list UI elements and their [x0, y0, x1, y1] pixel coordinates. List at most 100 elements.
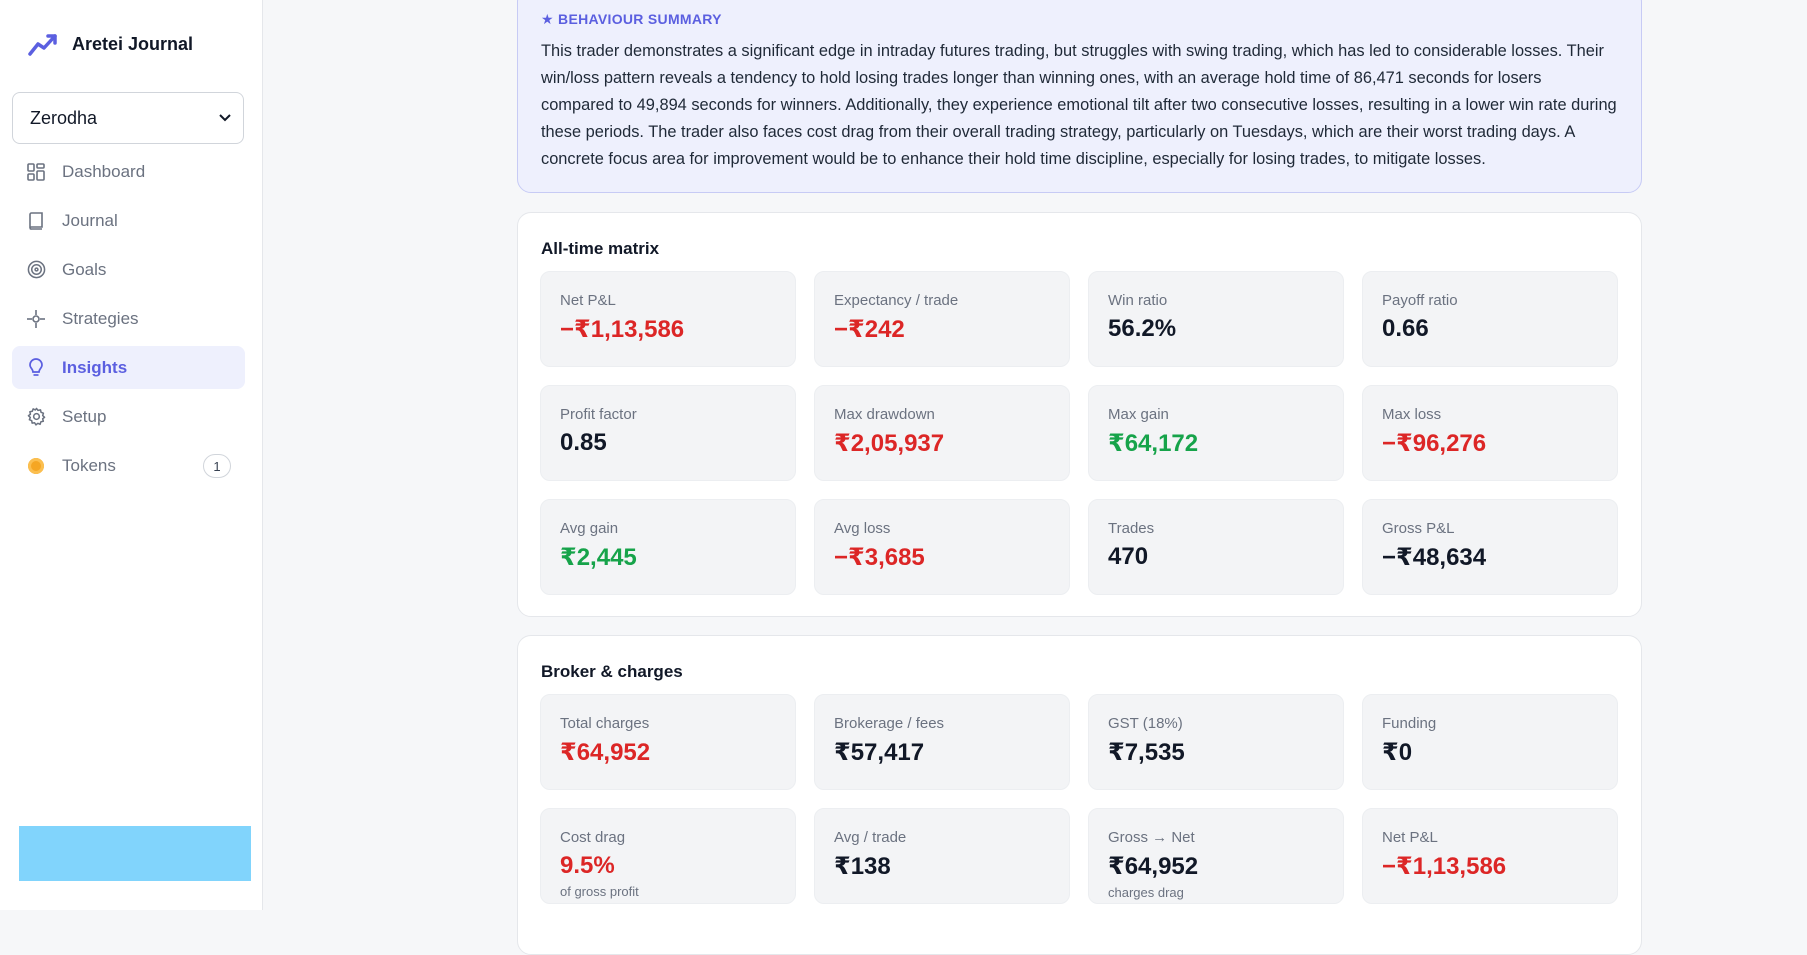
sidebar-item-label: Insights	[62, 357, 128, 377]
gear-icon	[26, 407, 46, 427]
metric-value: 0.66	[1382, 315, 1429, 342]
broker-charges-grid: Total charges ₹64,952 Brokerage / fees ₹57,…	[540, 694, 1620, 904]
metric-tile: Avg / trade ₹138	[814, 808, 1070, 904]
metric-tile: Funding ₹0	[1362, 694, 1618, 790]
metric-tile: Max gain ₹64,172	[1088, 385, 1344, 481]
metric-value: 56.2%	[1108, 315, 1177, 342]
metric-tile: Expectancy / trade −₹242	[814, 271, 1070, 367]
all-time-matrix-title: All-time matrix	[541, 239, 660, 258]
metric-value: −₹242	[834, 316, 905, 343]
metric-value: ₹64,172	[1108, 430, 1199, 457]
metric-tile: Avg loss −₹3,685	[814, 499, 1070, 595]
sidebar-item-label: Dashboard	[62, 161, 146, 181]
metric-subtext: of gross profit	[560, 884, 639, 899]
metric-value: 9.5%	[560, 852, 615, 879]
sidebar-item-journal[interactable]: Journal	[12, 199, 245, 242]
sidebar-item-label: Tokens	[62, 455, 116, 475]
broker-charges-card: Broker & charges Total charges ₹64,952 Bro…	[517, 635, 1642, 955]
metric-value: −₹96,276	[1382, 430, 1487, 457]
metric-value: ₹64,952	[1108, 853, 1199, 880]
metric-label: Avg gain	[560, 520, 619, 537]
metric-tile: Trades 470	[1088, 499, 1344, 595]
metric-tile: Win ratio 56.2%	[1088, 271, 1344, 367]
behaviour-summary-text: This trader demonstrates a significant e…	[541, 42, 1617, 168]
metric-label: Avg / trade	[834, 829, 907, 846]
sidebar-item-strategies[interactable]: Strategies	[12, 297, 245, 340]
metric-tile: Payoff ratio 0.66	[1362, 271, 1618, 367]
metric-value: ₹0	[1382, 739, 1413, 766]
all-time-matrix-card: All-time matrix Net P&L −₹1,13,586 Expecta…	[517, 212, 1642, 617]
metric-tile: Net P&L −₹1,13,586	[540, 271, 796, 367]
sidebar-item-goals[interactable]: Goals	[12, 248, 245, 291]
all-time-matrix-grid: Net P&L −₹1,13,586 Expectancy / trade −₹242…	[540, 271, 1620, 595]
target-icon	[26, 260, 46, 280]
metric-label: Net P&L	[560, 292, 616, 309]
metric-label: Gross → Net	[1108, 829, 1195, 846]
metric-label: Brokerage / fees	[834, 715, 945, 732]
metric-label: Avg loss	[834, 520, 891, 537]
grid-icon	[26, 162, 46, 182]
metric-value: −₹1,13,586	[1382, 853, 1507, 880]
account-select-value: Zerodha	[30, 107, 98, 128]
metric-value: ₹57,417	[834, 739, 925, 766]
metric-value: −₹48,634	[1382, 544, 1487, 571]
metric-label: Max drawdown	[834, 406, 935, 423]
sidebar-item-label: Setup	[62, 406, 107, 426]
book-icon	[26, 211, 46, 231]
sidebar-item-insights[interactable]: Insights	[12, 346, 245, 389]
metric-tile: Max drawdown ₹2,05,937	[814, 385, 1070, 481]
sidebar-item-dashboard[interactable]: Dashboard	[12, 150, 245, 193]
behaviour-summary: ★ BEHAVIOUR SUMMARY This trader demonstr…	[517, 0, 1642, 193]
sidebar-nav: Dashboard Journal Goals	[12, 150, 245, 493]
brand[interactable]: Aretei Journal	[28, 32, 193, 56]
tokens-count-badge: 1	[203, 454, 231, 478]
metric-label: Net P&L	[1382, 829, 1438, 846]
trend-up-icon	[28, 34, 57, 56]
crosshair-icon	[26, 309, 46, 329]
metric-tile: Cost drag 9.5% of gross profit	[540, 808, 796, 904]
metric-tile: Max loss −₹96,276	[1362, 385, 1618, 481]
broker-charges-title: Broker & charges	[541, 662, 683, 681]
metric-tile: Gross → Net ₹64,952 charges drag	[1088, 808, 1344, 904]
sidebar-item-tokens[interactable]: Tokens 1	[12, 444, 245, 487]
coin-icon	[26, 456, 46, 476]
behaviour-summary-title: ★ BEHAVIOUR SUMMARY	[541, 11, 722, 27]
sidebar-item-label: Strategies	[62, 308, 139, 328]
metric-tile: Total charges ₹64,952	[540, 694, 796, 790]
account-select[interactable]: Zerodha	[12, 92, 244, 144]
sidebar-footer-block[interactable]	[19, 826, 251, 881]
metric-label: Win ratio	[1108, 292, 1168, 309]
sidebar-item-setup[interactable]: Setup	[12, 395, 245, 438]
metric-subtext: charges drag	[1108, 885, 1184, 900]
metric-label: Total charges	[560, 715, 650, 732]
metric-label: Profit factor	[560, 406, 637, 423]
app-name: Aretei Journal	[72, 33, 194, 54]
metric-value: ₹2,05,937	[834, 430, 945, 457]
metric-tile: Avg gain ₹2,445	[540, 499, 796, 595]
metric-tile: GST (18%) ₹7,535	[1088, 694, 1344, 790]
metric-label: Trades	[1108, 520, 1155, 537]
metric-label: GST (18%)	[1108, 715, 1183, 732]
metric-tile: Brokerage / fees ₹57,417	[814, 694, 1070, 790]
metric-label: Gross P&L	[1382, 520, 1455, 537]
metric-value: ₹7,535	[1108, 739, 1185, 766]
lightbulb-icon	[26, 357, 46, 378]
metric-value: 0.85	[560, 429, 607, 456]
metric-tile: Gross P&L −₹48,634	[1362, 499, 1618, 595]
metric-tile: Profit factor 0.85	[540, 385, 796, 481]
metric-label: Cost drag	[560, 829, 626, 846]
metric-value: ₹2,445	[560, 544, 637, 571]
metric-value: 470	[1108, 543, 1149, 570]
sidebar-item-label: Goals	[62, 259, 107, 279]
metric-label: Max loss	[1382, 406, 1442, 423]
metric-label: Expectancy / trade	[834, 292, 959, 309]
metric-tile: Net P&L −₹1,13,586	[1362, 808, 1618, 904]
metric-value: ₹64,952	[560, 739, 651, 766]
metric-label: Payoff ratio	[1382, 292, 1458, 309]
sidebar-item-label: Journal	[62, 210, 118, 230]
metric-value: −₹1,13,586	[560, 316, 685, 343]
chevron-down-icon	[219, 114, 231, 122]
sidebar: Aretei Journal Zerodha Dashboard Journal	[0, 0, 263, 910]
metric-value: ₹138	[834, 853, 891, 880]
metric-label: Max gain	[1108, 406, 1169, 423]
